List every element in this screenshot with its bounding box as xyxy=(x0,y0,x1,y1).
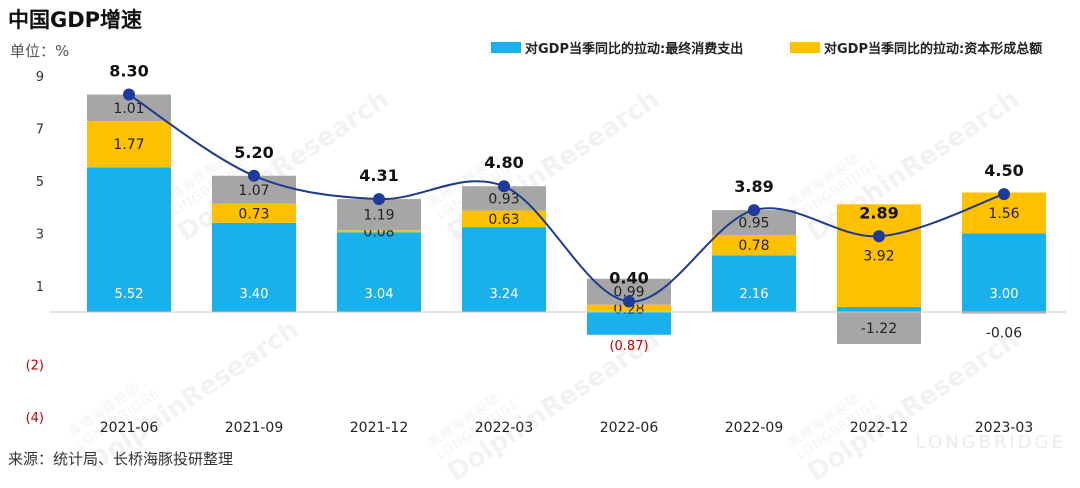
gdp-line-point xyxy=(373,193,385,206)
bar-data-label: -1.22 xyxy=(861,321,897,337)
bar-data-label: 1.19 xyxy=(363,208,394,224)
bar-segment xyxy=(712,255,796,312)
bar-segment xyxy=(587,304,671,312)
bar-segment xyxy=(337,232,421,312)
bar-data-label: 3.24 xyxy=(490,287,519,302)
gdp-line-point xyxy=(123,88,135,101)
x-tick-label: 2022-03 xyxy=(475,420,534,436)
y-tick-label: 1 xyxy=(36,280,44,295)
legend-item-capital: 对GDP当季同比的拉动:资本形成总额 xyxy=(790,38,1042,57)
bar-data-label: 3.40 xyxy=(240,287,269,302)
bar-segment xyxy=(212,222,296,312)
bar-segment xyxy=(337,230,421,233)
y-tick-label: (2) xyxy=(26,358,44,373)
bar-segment xyxy=(462,227,546,312)
bar-segment xyxy=(87,121,171,168)
gdp-growth-line xyxy=(128,93,1005,303)
bar-data-label: 3.92 xyxy=(863,249,894,265)
chart-title: 中国GDP增速 xyxy=(8,8,143,32)
gdp-line-point xyxy=(873,230,885,243)
bar-data-label: (0.87) xyxy=(609,339,648,354)
x-tick-label: 2021-12 xyxy=(350,420,409,436)
bar-data-label: 3.04 xyxy=(365,287,394,302)
bar-data-label: 1.56 xyxy=(988,206,1019,222)
bar-segment xyxy=(87,167,171,312)
gdp-line-label: 2.89 xyxy=(859,203,898,222)
gdp-line-point xyxy=(998,188,1010,201)
gdp-line-label: 4.50 xyxy=(984,161,1023,180)
y-tick-label: 9 xyxy=(36,70,44,85)
legend-swatch-consumption xyxy=(491,42,521,53)
bar-segment xyxy=(837,307,921,312)
bar-segment xyxy=(837,204,921,308)
x-tick-label: 2022-12 xyxy=(850,420,909,436)
bar-segment xyxy=(587,312,671,335)
bar-segment xyxy=(837,312,921,344)
gdp-line-point xyxy=(623,295,635,308)
watermark-corner: LONGBRIDGE xyxy=(915,432,1066,453)
bar-data-label: 1.77 xyxy=(113,137,144,153)
source-note: 来源：统计局、长桥海豚投研整理 xyxy=(8,450,234,468)
bar-data-label: 0.73 xyxy=(238,206,269,222)
bar-data-label: -0.06 xyxy=(986,326,1022,342)
x-tick-label: 2021-09 xyxy=(225,420,284,436)
gdp-line-label: 8.30 xyxy=(109,62,148,81)
x-tick-label: 2022-06 xyxy=(600,420,659,436)
bar-segment xyxy=(712,234,796,256)
bar-data-label: 0.93 xyxy=(488,191,519,207)
gdp-line-label: 0.40 xyxy=(609,269,648,288)
legend-item-consumption: 对GDP当季同比的拉动:最终消费支出 xyxy=(491,38,743,57)
bar-data-label: 1.07 xyxy=(238,183,269,199)
bar-data-label: 3.00 xyxy=(990,287,1019,302)
bar-segment xyxy=(212,203,296,223)
bar-segment xyxy=(962,233,1046,312)
gdp-chart: 9 7 5 3 1 (2) (4) 5.52 1.77 1.01 2021-06 3.40 0.73 1.… xyxy=(26,62,1066,436)
legend-swatch-capital xyxy=(790,42,820,53)
gdp-line-point xyxy=(498,180,510,193)
unit-label: 单位：% xyxy=(10,42,70,60)
gdp-line-label: 4.31 xyxy=(359,166,398,185)
bar-data-label: 0.28 xyxy=(613,301,644,317)
bar-data-label: 5.52 xyxy=(115,287,144,302)
y-tick-label: (4) xyxy=(26,411,44,426)
bar-data-label: 0.95 xyxy=(738,216,769,232)
x-tick-label: 2021-06 xyxy=(100,420,159,436)
gdp-line-point xyxy=(248,169,260,182)
y-tick-label: 5 xyxy=(36,175,44,190)
x-tick-label: 2023-03 xyxy=(975,420,1034,436)
gdp-line-label: 5.20 xyxy=(234,143,273,162)
bar-segment xyxy=(962,312,1046,314)
bar-data-label: 0.99 xyxy=(613,285,644,301)
bar-data-label: 0.78 xyxy=(738,238,769,254)
gdp-line-point xyxy=(748,204,760,217)
gdp-line-label: 4.80 xyxy=(484,153,523,172)
bar-data-label: 1.01 xyxy=(113,101,144,117)
y-tick-label: 7 xyxy=(36,123,44,138)
bar-segment xyxy=(462,210,546,228)
legend-label-consumption: 对GDP当季同比的拉动:最终消费支出 xyxy=(525,42,744,57)
legend-label-capital: 对GDP当季同比的拉动:资本形成总额 xyxy=(824,42,1043,57)
gdp-line-label: 3.89 xyxy=(734,177,773,196)
y-tick-label: 3 xyxy=(36,227,44,242)
bar-data-label: 0.63 xyxy=(488,212,519,228)
bar-data-label: 2.16 xyxy=(740,287,769,302)
x-tick-label: 2022-09 xyxy=(725,420,784,436)
